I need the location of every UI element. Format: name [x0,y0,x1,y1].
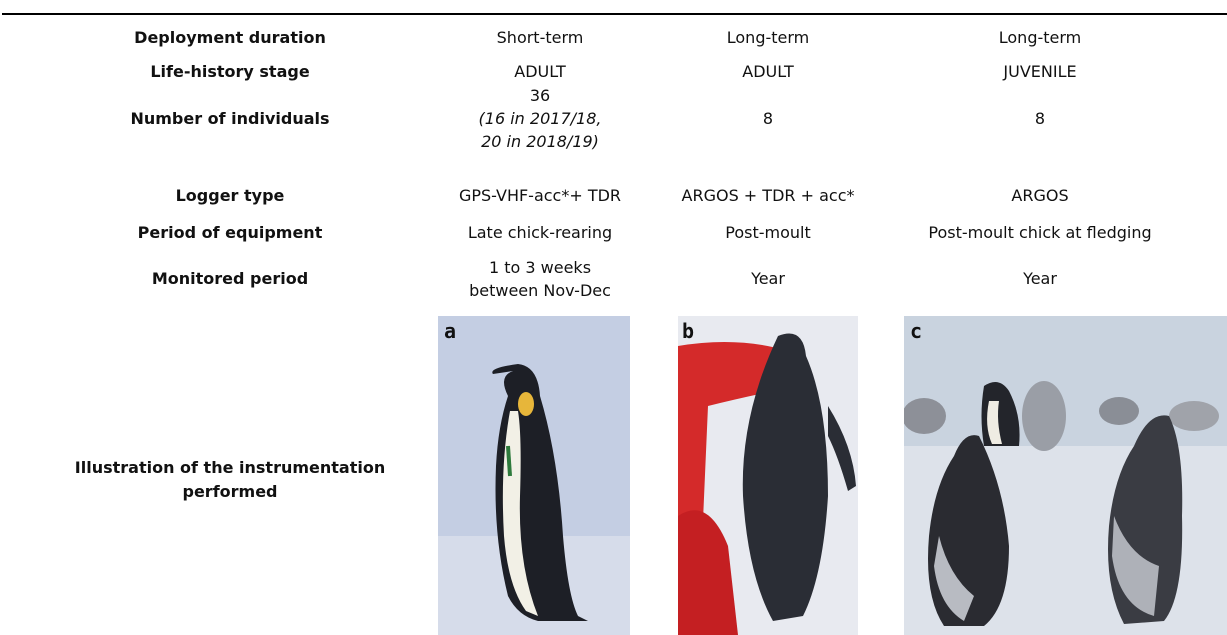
cell-text: 8 [762,109,774,128]
cell-text: GPS-VHF-acc*+ TDR [458,186,622,205]
row-label: Number of individuals [130,109,330,128]
cell-text: ARGOS + TDR + acc* [681,186,855,205]
cell-text: Post-moult [725,223,811,242]
photo-label: a [444,319,456,343]
cell-text: Year [1023,269,1057,288]
cell-text: 36 [529,86,551,105]
cell-text: between Nov-Dec [469,280,611,300]
cell-text: 1 to 3 weeks [488,257,592,277]
cell-text: Long-term [726,28,810,47]
photo-adult-post-moult: b [678,316,858,635]
photo-label: c [910,319,922,343]
photo-adult-penguin: a [438,316,630,635]
row-label: Illustration of the instrumentation [74,458,386,477]
top-rule [2,13,1227,15]
cell-text: 20 in 2018/19) [481,132,599,151]
photo-juvenile: c [904,316,1227,635]
row-label: Deployment duration [134,28,326,47]
cell-text: (16 in 2017/18, [478,109,602,128]
cell-text: Year [751,269,785,288]
cell-text: Post-moult chick at fledging [928,223,1152,242]
cell-text: Long-term [998,28,1082,47]
row-label: Monitored period [151,269,309,288]
cell-text: JUVENILE [1003,62,1077,81]
cell-text: ADULT [514,62,566,81]
cell-text: ADULT [742,62,794,81]
cell-text: Short-term [496,28,584,47]
cell-text: ARGOS [1011,186,1069,205]
cell-text: Late chick-rearing [467,223,613,242]
row-label: Period of equipment [137,223,323,242]
photo-label: b [682,319,694,343]
row-label: performed [182,482,278,501]
row-label: Logger type [175,186,285,205]
row-label: Life-history stage [150,62,310,81]
cell-text: 8 [1034,109,1046,128]
